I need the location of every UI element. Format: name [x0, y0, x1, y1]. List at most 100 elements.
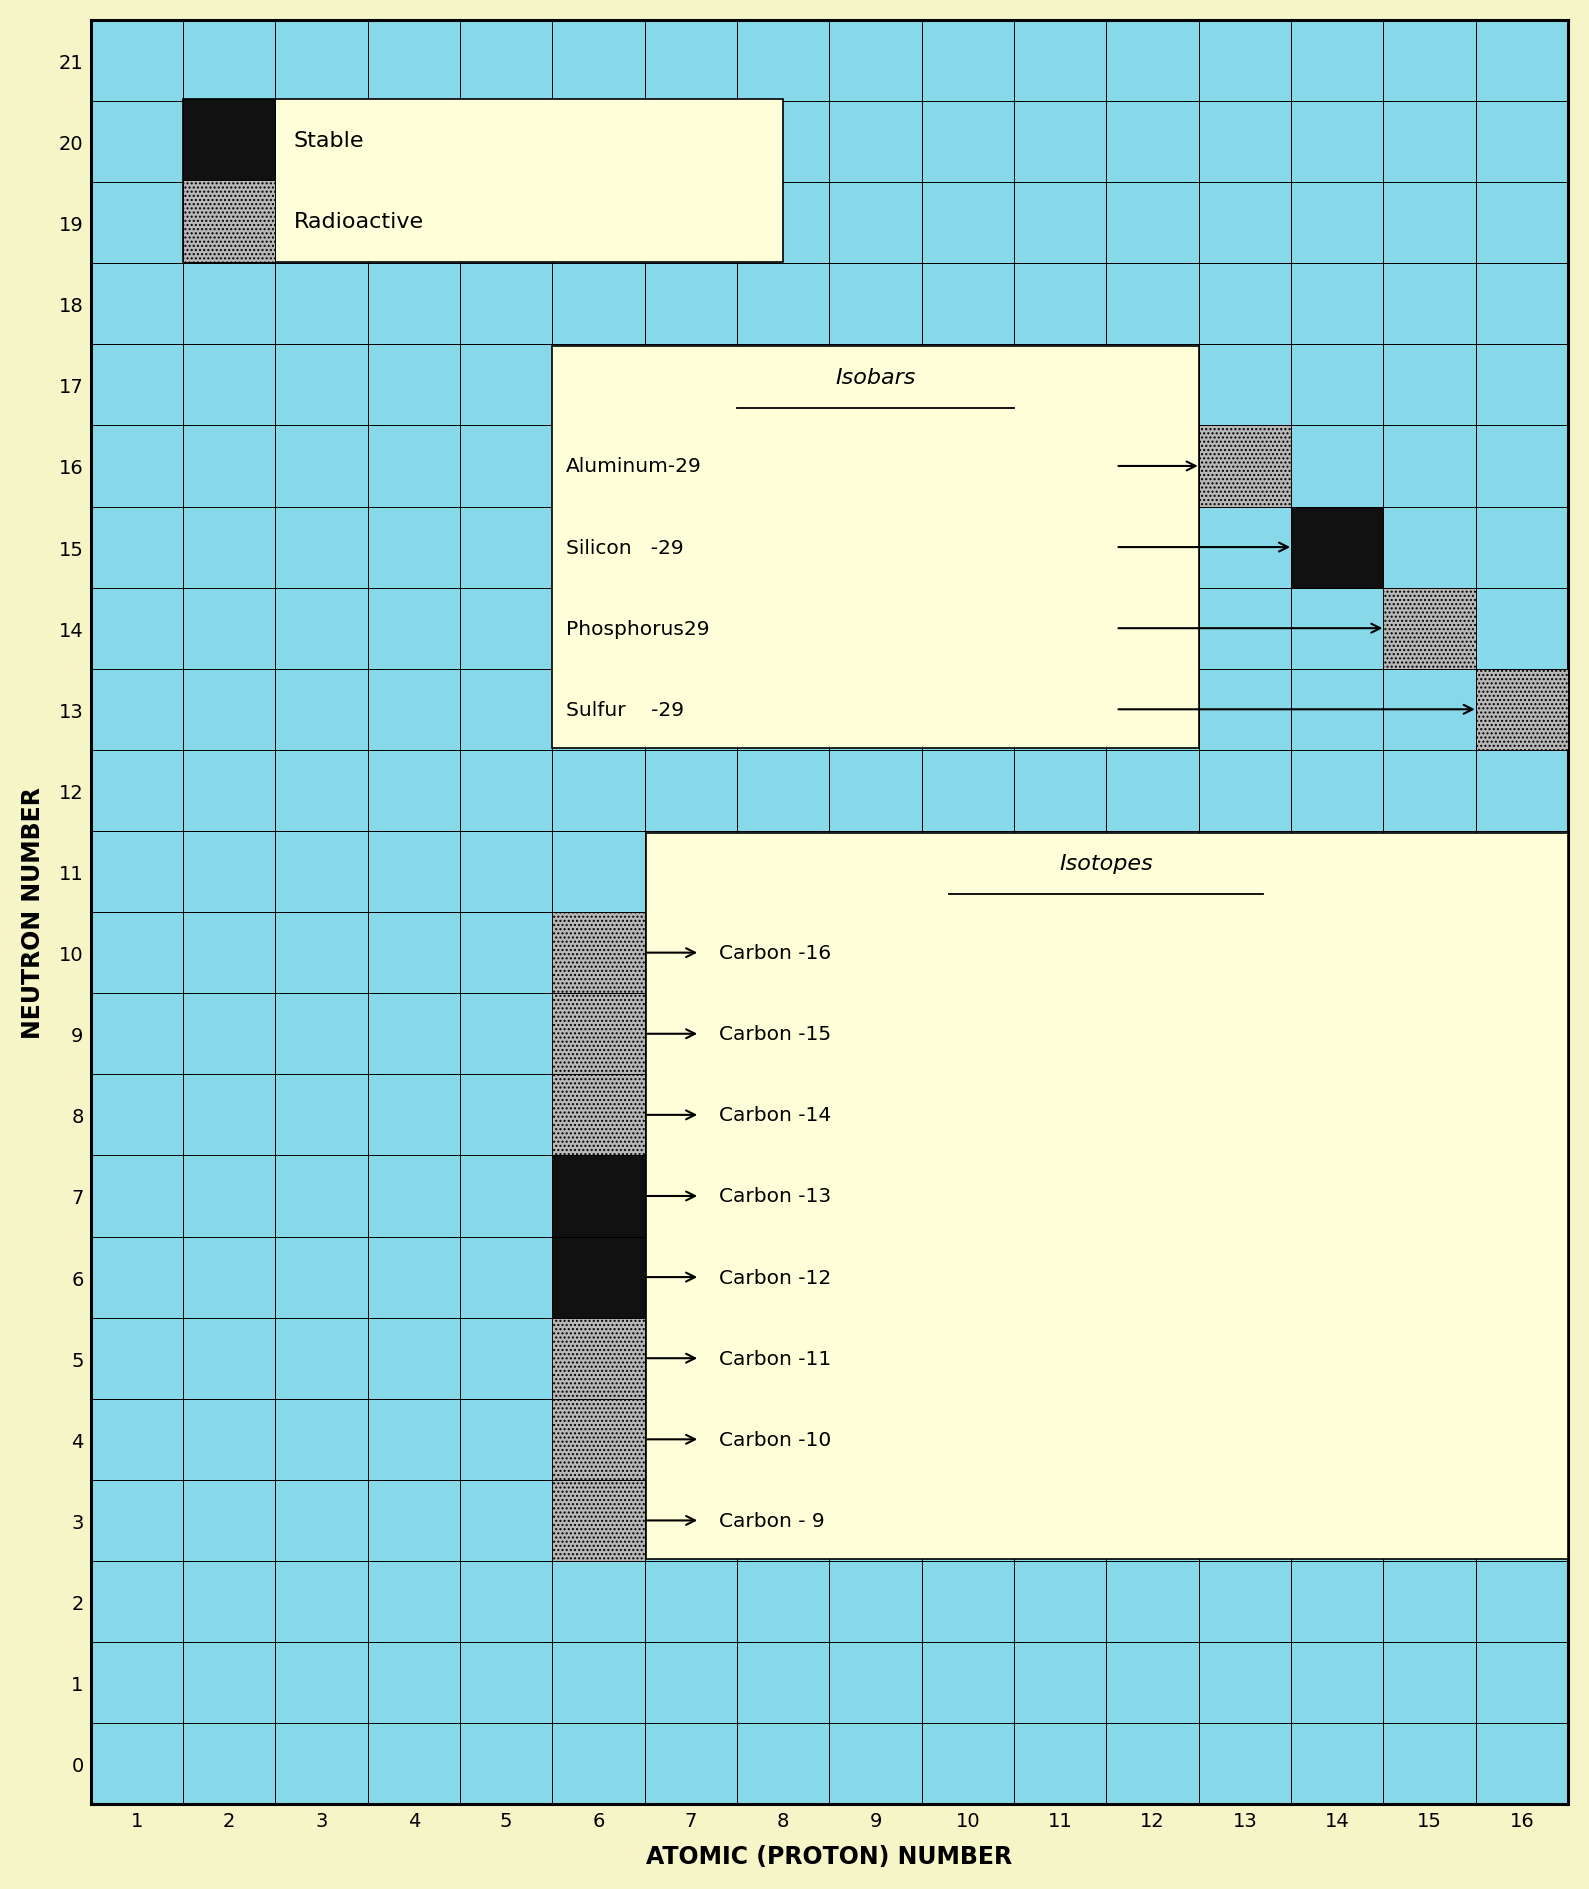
Bar — [1106, 508, 1198, 587]
Bar — [1106, 750, 1198, 831]
Y-axis label: NEUTRON NUMBER: NEUTRON NUMBER — [21, 786, 44, 1039]
Bar — [1106, 994, 1198, 1075]
Bar — [1014, 1723, 1106, 1804]
Bar — [1292, 1319, 1384, 1400]
Bar — [1014, 1560, 1106, 1642]
Bar — [1476, 346, 1568, 427]
Bar — [737, 21, 829, 102]
Bar — [275, 669, 367, 750]
Bar — [553, 1156, 645, 1237]
Bar — [553, 750, 645, 831]
Bar — [645, 1481, 737, 1560]
Bar — [1384, 1237, 1476, 1319]
Bar — [367, 1237, 459, 1319]
Bar — [553, 1481, 645, 1560]
Bar — [922, 21, 1014, 102]
Bar — [367, 508, 459, 587]
Bar — [1198, 1642, 1292, 1723]
Bar — [183, 1723, 275, 1804]
Bar — [737, 669, 829, 750]
Bar — [183, 1319, 275, 1400]
Bar — [1198, 264, 1292, 346]
Text: Isotopes: Isotopes — [1060, 854, 1154, 875]
Bar — [1384, 183, 1476, 264]
Bar — [1106, 346, 1198, 427]
Bar — [922, 183, 1014, 264]
Bar — [1014, 831, 1106, 912]
Bar — [91, 1481, 183, 1560]
Bar — [183, 831, 275, 912]
Bar — [645, 912, 737, 994]
Bar — [645, 1400, 737, 1481]
Bar — [737, 1075, 829, 1156]
Bar — [1106, 1400, 1198, 1481]
Bar — [91, 1075, 183, 1156]
Bar — [1476, 427, 1568, 508]
Bar — [1014, 1400, 1106, 1481]
Bar — [1106, 1319, 1198, 1400]
Bar — [183, 100, 783, 263]
Bar — [1292, 831, 1384, 912]
Bar — [459, 1560, 553, 1642]
Bar — [645, 1319, 737, 1400]
Bar — [737, 1560, 829, 1642]
Bar — [553, 346, 645, 427]
Bar — [1384, 1481, 1476, 1560]
Bar — [737, 1319, 829, 1400]
Bar — [367, 1560, 459, 1642]
Bar — [275, 1723, 367, 1804]
Bar — [459, 1400, 553, 1481]
Bar — [183, 427, 275, 508]
Bar — [1014, 346, 1106, 427]
Bar — [1384, 831, 1476, 912]
Bar — [91, 1319, 183, 1400]
Bar — [1292, 264, 1384, 346]
Bar — [922, 1400, 1014, 1481]
Bar — [1476, 102, 1568, 183]
Bar — [1014, 21, 1106, 102]
Bar — [1106, 1481, 1198, 1560]
Bar — [1292, 750, 1384, 831]
Bar — [367, 427, 459, 508]
Bar — [1292, 102, 1384, 183]
Bar — [183, 1156, 275, 1237]
Bar — [1198, 1319, 1292, 1400]
Bar — [645, 1156, 737, 1237]
Bar — [367, 346, 459, 427]
Bar — [553, 912, 645, 994]
Bar — [1476, 1723, 1568, 1804]
Bar — [1198, 183, 1292, 264]
Bar — [645, 508, 737, 587]
Bar — [922, 1723, 1014, 1804]
Bar — [553, 1156, 645, 1237]
Bar — [367, 587, 459, 669]
Bar — [1476, 1400, 1568, 1481]
Bar — [367, 1481, 459, 1560]
Bar — [91, 831, 183, 912]
Bar — [275, 264, 367, 346]
Bar — [1476, 587, 1568, 669]
Bar — [922, 831, 1014, 912]
Bar — [91, 912, 183, 994]
Bar — [275, 21, 367, 102]
Bar — [1106, 669, 1198, 750]
Bar — [829, 994, 922, 1075]
Bar — [91, 1156, 183, 1237]
Bar — [1198, 1400, 1292, 1481]
Bar — [1292, 183, 1384, 264]
Bar — [459, 1319, 553, 1400]
Bar — [459, 102, 553, 183]
Bar — [1106, 587, 1198, 669]
Bar — [1476, 1560, 1568, 1642]
Bar — [737, 1481, 829, 1560]
Bar — [737, 1156, 829, 1237]
Bar — [275, 1400, 367, 1481]
Bar — [1198, 1481, 1292, 1560]
Bar — [1014, 102, 1106, 183]
Bar — [737, 346, 829, 427]
Bar — [91, 1400, 183, 1481]
Bar — [1292, 346, 1384, 427]
Bar — [459, 587, 553, 669]
Bar — [459, 1481, 553, 1560]
Bar — [367, 264, 459, 346]
